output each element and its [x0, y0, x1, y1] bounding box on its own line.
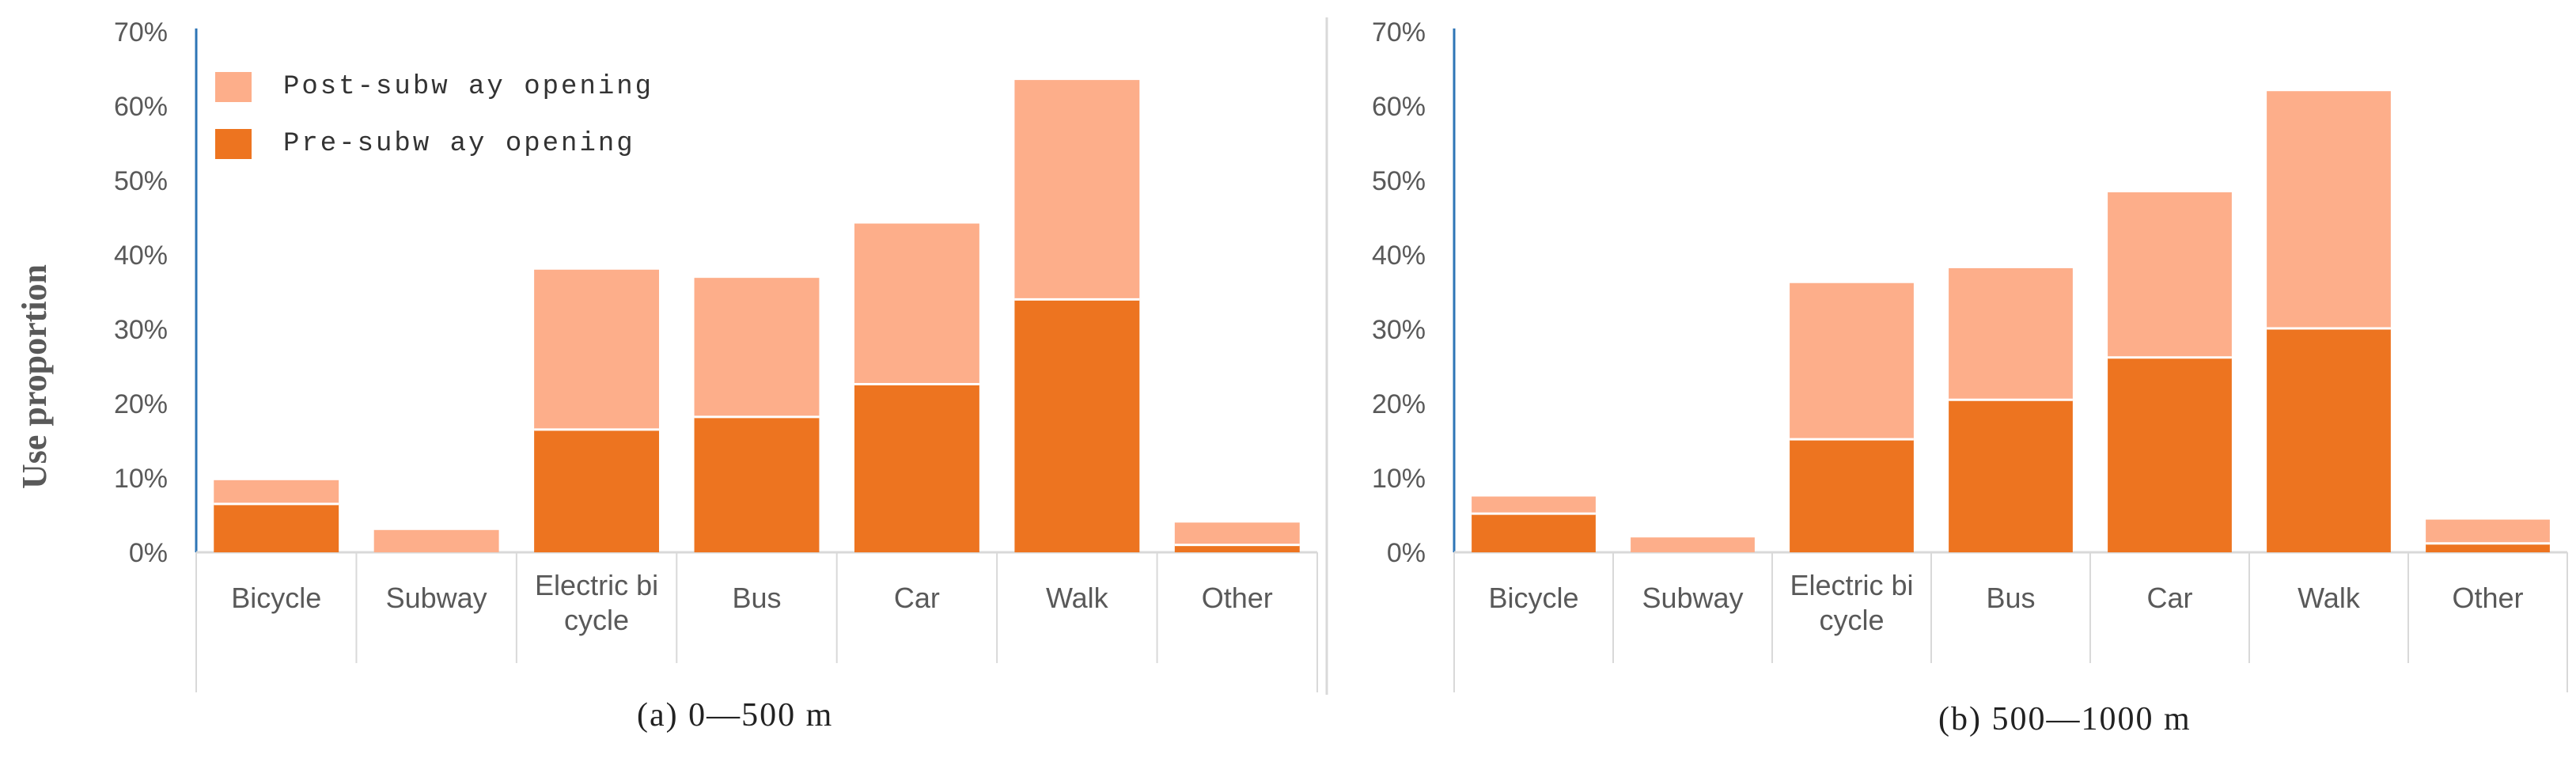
bar-post-a [1174, 522, 1300, 545]
y-tick-label-b: 10% [1372, 464, 1426, 494]
legend-swatch-post [215, 72, 252, 102]
bar-pre-b [2426, 543, 2550, 552]
y-tick-label-a: 0% [129, 538, 168, 568]
y-tick-label-a: 70% [114, 17, 168, 47]
bar-pre-a [854, 384, 979, 552]
bar-post-a [214, 480, 339, 504]
bar-pre-a [534, 429, 660, 552]
bar-post-b [1790, 282, 1914, 440]
bar-pre-b [1472, 514, 1596, 552]
bar-post-a [1014, 80, 1140, 300]
category-label-a: Electric bi [535, 569, 658, 601]
bar-pre-a [1014, 299, 1140, 552]
category-label-b: Car [2146, 582, 2192, 614]
y-tick-label-b: 0% [1387, 538, 1426, 568]
category-label-a: Other [1202, 582, 1273, 614]
y-tick-label-a: 60% [114, 92, 168, 122]
category-label-b: Subway [1642, 582, 1743, 614]
category-label-b: Electric bi [1790, 569, 1913, 601]
bar-pre-b [2108, 357, 2232, 552]
bar-post-b [1949, 267, 2073, 400]
bar-post-b [2108, 192, 2232, 358]
bar-post-b [2426, 519, 2550, 544]
bar-post-a [694, 278, 820, 417]
y-tick-label-b: 50% [1372, 166, 1426, 196]
category-label-a: Subway [386, 582, 487, 614]
bar-pre-a [214, 503, 339, 552]
category-label-b: Bus [1986, 582, 2035, 614]
y-axis-label: Use proportion [15, 264, 54, 489]
legend-swatch-pre [215, 129, 252, 159]
y-tick-label-a: 20% [114, 389, 168, 419]
y-tick-label-a: 40% [114, 241, 168, 271]
category-label-a: cycle [564, 604, 629, 636]
bar-pre-b [1949, 400, 2073, 552]
y-tick-label-b: 70% [1372, 17, 1426, 47]
bar-post-a [534, 269, 660, 430]
caption-a: (a) 0—500 m [637, 697, 834, 734]
bar-post-a [373, 529, 499, 552]
chart-b: 0% 10% 20% 30% 40% 50% 60% 70% Bicycle Subway Elec… [1372, 17, 2568, 692]
category-label-a: Walk [1046, 582, 1109, 614]
bar-pre-b [2267, 328, 2391, 552]
bar-post-b [1631, 537, 1755, 552]
caption-b: (b) 500—1000 m [1938, 701, 2191, 737]
bar-pre-b [1790, 439, 1914, 552]
y-tick-label-a: 10% [114, 464, 168, 494]
category-label-b: Other [2452, 582, 2523, 614]
category-label-b: Bicycle [1488, 582, 1578, 614]
legend-item-post: Post-subw ay opening [215, 59, 653, 116]
y-tick-label-b: 30% [1372, 315, 1426, 345]
y-tick-label-a: 30% [114, 315, 168, 345]
category-label-b: cycle [1819, 604, 1884, 636]
category-label-a: Bus [732, 582, 781, 614]
category-label-b: Walk [2298, 582, 2361, 614]
bar-pre-a [1174, 544, 1300, 552]
y-tick-label-b: 40% [1372, 241, 1426, 271]
bar-post-a [854, 223, 979, 385]
y-tick-label-a: 50% [114, 166, 168, 196]
chart-a: 0% 10% 20% 30% 40% 50% 60% 70% Bicycle Subway Elec… [114, 17, 1318, 692]
legend-label-post: Post-subw ay opening [283, 72, 654, 102]
category-label-a: Car [894, 582, 940, 614]
legend: Post-subw ay opening Pre-subw ay opening [215, 59, 653, 172]
bar-post-b [2267, 91, 2391, 329]
legend-item-pre: Pre-subw ay opening [215, 116, 653, 172]
bar-post-b [1472, 496, 1596, 514]
category-label-a: Bicycle [231, 582, 321, 614]
legend-label-pre: Pre-subw ay opening [283, 129, 635, 159]
bar-pre-a [694, 416, 820, 552]
y-tick-label-b: 60% [1372, 92, 1426, 122]
y-tick-label-b: 20% [1372, 389, 1426, 419]
